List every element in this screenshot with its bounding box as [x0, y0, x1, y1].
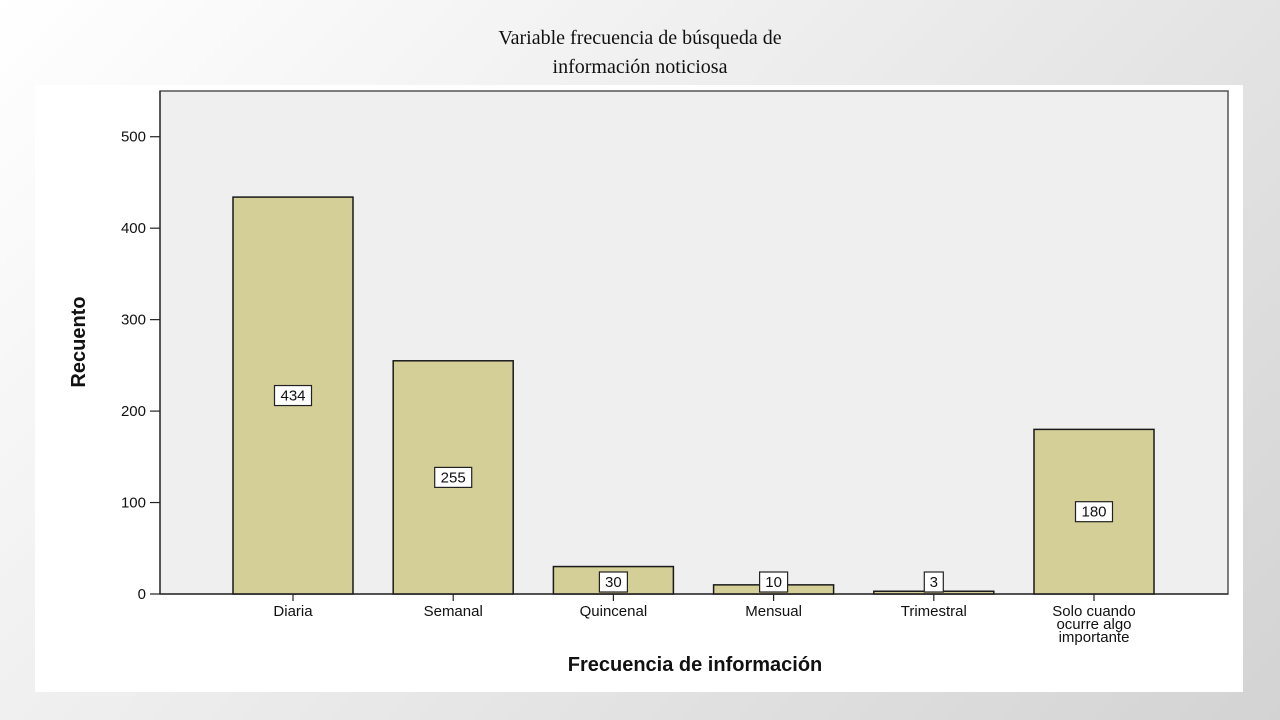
data-label-text: 30 [605, 574, 622, 591]
slide-title: Variable frecuencia de búsqueda de infor… [380, 24, 900, 82]
x-tick-label: Quincenal [580, 603, 648, 620]
y-tick-label: 500 [121, 129, 146, 146]
x-tick-label: Solo cuando [1052, 603, 1135, 620]
data-label-text: 255 [441, 469, 466, 486]
x-tick-label: Trimestral [901, 603, 967, 620]
data-label-box [923, 571, 944, 593]
data-label-text: 10 [765, 574, 782, 591]
data-label-5: 3 [923, 571, 944, 593]
data-label-text: 434 [280, 388, 305, 405]
x-axis: Diaria Semanal Quincenal Mensual Trimestral S… [160, 593, 1228, 646]
slide-title-line-1: Variable frecuencia de búsqueda de [498, 27, 782, 49]
chart-panel: 0 100 200 300 400 500 434 255 30 10 3 180 Diaria Se… [35, 85, 1243, 692]
data-label-box [1074, 501, 1114, 523]
x-tick-label: ocurre algo [1056, 616, 1131, 633]
y-axis-title: Recuento [68, 296, 90, 387]
x-tick-label: importante [1059, 629, 1130, 646]
data-label-3: 30 [598, 571, 629, 593]
data-label-text: 3 [930, 574, 938, 591]
y-tick-label: 0 [138, 586, 146, 603]
y-tick-label: 200 [121, 403, 146, 420]
y-tick-label: 300 [121, 312, 146, 329]
data-label-1: 434 [273, 384, 313, 407]
slide-title-line-2: información noticiosa [552, 56, 728, 78]
data-label-box [758, 571, 789, 593]
y-tick-label: 400 [121, 220, 146, 237]
y-axis: 0 100 200 300 400 500 [121, 91, 161, 603]
y-tick-label: 100 [121, 495, 146, 512]
bars: 434 255 30 10 3 180 [232, 196, 1155, 595]
data-label-6: 180 [1074, 501, 1114, 523]
bar-chart: 0 100 200 300 400 500 434 255 30 10 3 180 Diaria Se… [68, 90, 1229, 676]
x-tick-label: Semanal [424, 603, 483, 620]
data-label-4: 10 [758, 571, 789, 593]
data-label-box [434, 466, 473, 488]
data-label-box [598, 571, 629, 593]
x-axis-title: Frecuencia de información [568, 654, 823, 676]
data-label-2: 255 [434, 466, 473, 488]
data-label-text: 180 [1081, 504, 1106, 521]
x-tick-label: Mensual [745, 603, 802, 620]
data-label-box [273, 384, 313, 407]
x-tick-label: Diaria [273, 603, 313, 620]
